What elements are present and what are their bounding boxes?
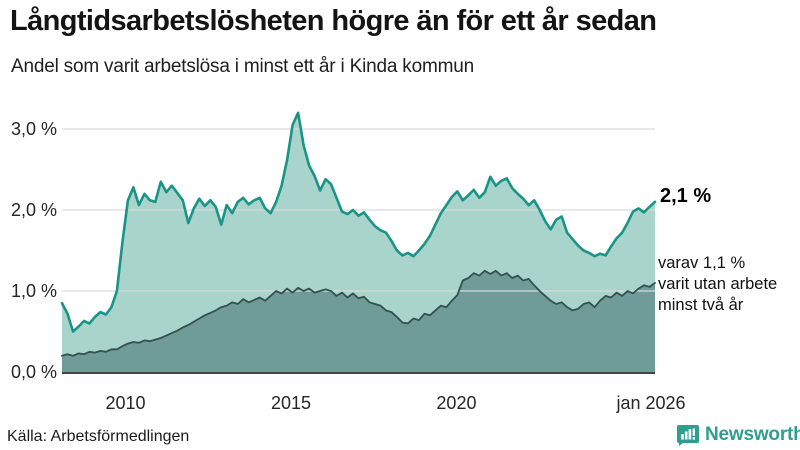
y-tick-label: 1,0 % [11,281,57,301]
y-tick-label: 2,0 % [11,200,57,220]
newsworthy-bar-chart-icon [677,425,699,446]
source-note: Källa: Arbetsförmedlingen [7,428,190,445]
page-title: Långtidsarbetslösheten högre än för ett … [10,5,657,37]
end-value-label-total: 2,1 % [660,185,712,207]
x-tick-label: 2010 [106,393,146,413]
end-value-label-subset-line3: minst två år [658,296,744,314]
series-line-1 [61,269,656,357]
end-value-label-subset-line1: varav 1,1 % [658,254,746,272]
x-tick-label: 2015 [271,393,311,413]
end-value-label-subset: varav 1,1 % varit utan arbete minst två … [658,253,777,316]
y-tick-label: 0,0 % [11,362,57,382]
series-line-0 [60,111,657,333]
x-tick-label: jan 2026 [615,393,685,413]
y-tick-label: 3,0 % [11,119,57,139]
chart-subtitle: Andel som varit arbetslösa i minst ett å… [11,56,474,77]
series-area-1 [62,270,655,372]
x-tick-label: 2020 [436,393,476,413]
newsworthy-wordmark: Newsworthy [705,424,800,445]
newsworthy-logo: Newsworthy [676,423,800,447]
end-value-label-subset-line2: varit utan arbete [658,275,778,293]
